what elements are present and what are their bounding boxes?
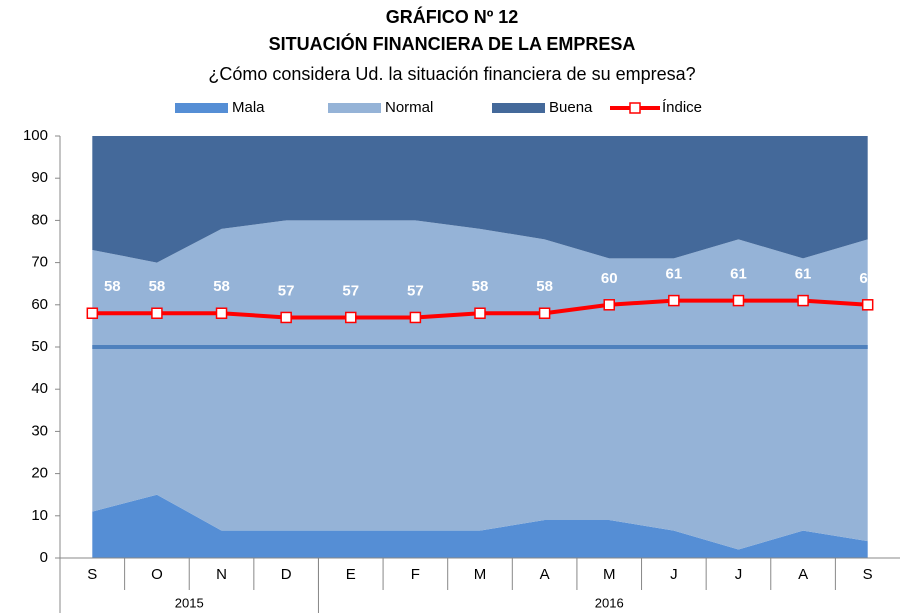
x-tick-label: O — [151, 566, 163, 583]
legend-label: Índice — [662, 99, 702, 116]
x-tick-label: S — [87, 566, 97, 583]
x-tick-label: A — [540, 566, 550, 583]
x-tick-label: M — [603, 566, 616, 583]
y-tick-label: 10 — [31, 507, 48, 524]
index-marker — [86, 307, 99, 319]
data-label: 57 — [407, 282, 424, 299]
data-label: 57 — [278, 282, 295, 299]
y-tick-label: 70 — [31, 254, 48, 271]
area-2 — [92, 136, 868, 263]
y-tick-label: 40 — [31, 380, 48, 397]
data-label: 61 — [795, 266, 812, 283]
x-tick-label: J — [670, 566, 678, 583]
y-tick-label: 80 — [31, 211, 48, 228]
legend-label: Buena — [549, 99, 593, 116]
y-tick-label: 90 — [31, 169, 48, 186]
index-marker — [215, 307, 228, 319]
index-marker — [732, 294, 745, 307]
index-marker — [861, 299, 874, 311]
y-tick-label: 60 — [31, 296, 48, 313]
area-0 — [92, 494, 868, 558]
chart-title: GRÁFICO Nº 12 — [386, 6, 519, 27]
chart-question: ¿Cómo considera Ud. la situación financi… — [208, 64, 695, 84]
data-label: 58 — [149, 278, 166, 295]
index-marker — [151, 307, 163, 319]
index-marker — [280, 311, 292, 324]
data-label: 58 — [213, 278, 230, 295]
data-label: 61 — [666, 266, 683, 283]
y-tick-label: 50 — [31, 338, 48, 355]
legend-label: Normal — [385, 99, 433, 116]
x-tick-label: M — [474, 566, 487, 583]
index-marker — [668, 294, 680, 307]
legend-swatch — [175, 103, 228, 113]
data-label: 60 — [601, 270, 618, 287]
x-tick-label: J — [735, 566, 743, 583]
y-tick-label: 0 — [40, 549, 48, 566]
y-tick-label: 30 — [31, 422, 48, 439]
legend-swatch — [328, 103, 381, 113]
legend-swatch — [492, 103, 545, 113]
y-tick-label: 100 — [23, 127, 48, 144]
x-tick-label: N — [216, 566, 227, 583]
legend-marker — [629, 102, 641, 114]
data-label: 58 — [472, 278, 489, 295]
index-marker — [603, 299, 615, 311]
index-marker — [474, 307, 486, 319]
x-tick-label: S — [863, 566, 873, 583]
x-tick-label: A — [798, 566, 808, 583]
x-tick-label: E — [346, 566, 356, 583]
data-label: 57 — [342, 282, 359, 299]
x-tick-label: D — [281, 566, 292, 583]
y-tick-label: 20 — [31, 465, 48, 482]
x-tick-label: F — [411, 566, 420, 583]
area-1 — [92, 220, 868, 550]
data-label: 58 — [104, 278, 121, 295]
x-group-label: 2016 — [595, 595, 624, 610]
index-marker — [538, 307, 551, 319]
data-label: 61 — [730, 266, 747, 283]
x-group-label: 2015 — [175, 595, 204, 610]
legend-label: Mala — [232, 99, 265, 116]
index-marker — [797, 294, 809, 307]
index-marker — [409, 311, 422, 324]
data-label: 58 — [536, 278, 553, 295]
data-label: 60 — [859, 270, 876, 287]
index-marker — [345, 311, 357, 324]
chart-subtitle: SITUACIÓN FINANCIERA DE LA EMPRESA — [269, 33, 636, 54]
